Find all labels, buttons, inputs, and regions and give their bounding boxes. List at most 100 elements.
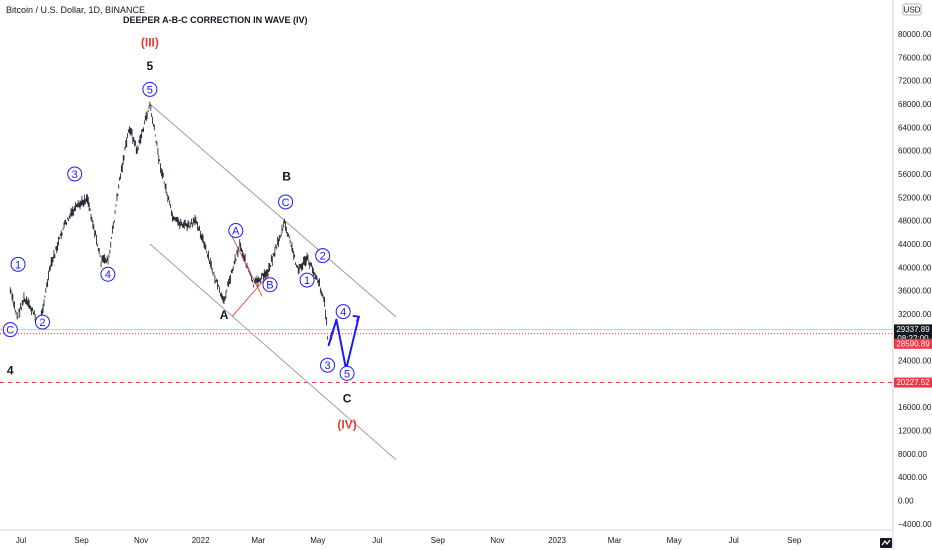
red-trendline: [231, 273, 270, 318]
wave-label: 4: [340, 307, 346, 319]
current-price-value: 29337.89: [896, 325, 930, 334]
level2-price-value: 20227.52: [896, 378, 930, 387]
countdown-timer: 08:22:00: [897, 334, 929, 343]
wave-label-circle: [2, 322, 18, 338]
projection-path: [327, 314, 361, 371]
price-tick-label: 8000.00: [898, 450, 927, 459]
price-tick-label: 64000.00: [898, 123, 932, 132]
time-tick-label: Jul: [16, 536, 26, 545]
wave-label-circle: [335, 304, 351, 320]
wave-degree-label: A: [220, 308, 229, 322]
channel-line: [149, 243, 397, 461]
wave-label: 4: [105, 269, 111, 281]
wave-label: 1: [15, 259, 21, 271]
wave-label: 2: [39, 317, 45, 329]
wave-degree-label: 5: [147, 59, 154, 73]
tradingview-logo-icon[interactable]: [880, 538, 892, 548]
wave-degree-label: C: [343, 391, 352, 405]
symbol-label[interactable]: Bitcoin / U.S. Dollar, 1D, BINANCE: [6, 5, 145, 15]
wave-label: 5: [344, 368, 350, 380]
price-tick-label: 40000.00: [898, 263, 932, 272]
wave-label: B: [266, 280, 273, 292]
level1-price-tag: 28590.89: [894, 338, 932, 349]
price-tick-label: 0.00: [898, 497, 914, 506]
wave-label-circle: [34, 314, 50, 330]
current-price-tag: 29337.89 08:22:00: [894, 324, 932, 344]
time-axis[interactable]: Jul Sep Nov 2022 Mar May Jul Sep Nov 2023 Mar May Ju…: [16, 536, 802, 545]
price-tick-label: 68000.00: [898, 100, 932, 109]
wave-label: 3: [325, 360, 331, 372]
wave-label-circle: [315, 248, 331, 264]
price-tick-label: 80000.00: [898, 30, 932, 39]
price-tick-label: 76000.00: [898, 53, 932, 62]
currency-badge-frame: [902, 3, 922, 16]
time-tick-label: Sep: [787, 536, 802, 545]
wave-label: 2: [320, 251, 326, 263]
wave-label: C: [6, 325, 14, 337]
red-trendlines: [229, 232, 270, 318]
wave-label: A: [232, 226, 240, 238]
time-tick-label: Nov: [490, 536, 504, 545]
wave-degree-label: 4: [7, 363, 14, 377]
wave-label-circle: [299, 272, 315, 288]
time-tick-label: Jul: [372, 536, 382, 545]
wave-label-circle: [228, 223, 244, 239]
price-tick-label: 72000.00: [898, 77, 932, 86]
currency-badge[interactable]: USD: [902, 3, 922, 16]
wave-label: 5: [147, 84, 153, 96]
wave-label-circle: [262, 277, 278, 293]
projection-arrowhead: [352, 314, 361, 323]
price-tick-label: 48000.00: [898, 217, 932, 226]
projection-line: [327, 316, 360, 371]
price-tick-label: 16000.00: [898, 403, 932, 412]
time-tick-label: Nov: [134, 536, 148, 545]
wave-label-circle: [142, 81, 158, 97]
channel-lines: [149, 103, 397, 461]
wave-label: 3: [72, 169, 78, 181]
channel-line: [149, 103, 397, 318]
price-bars: [9, 101, 332, 345]
level2-price-tag: 20227.52: [894, 377, 932, 388]
wave-label: 1: [304, 275, 310, 287]
time-tick-label: May: [667, 536, 682, 545]
price-tick-label: 44000.00: [898, 240, 932, 249]
wave-label-circle: [278, 194, 294, 210]
wave-label-circle: [100, 266, 116, 282]
level1-price-value: 28590.89: [896, 339, 930, 348]
time-tick-label: 2023: [548, 536, 566, 545]
time-tick-label: Jul: [729, 536, 739, 545]
chart-title: DEEPER A-B-C CORRECTION IN WAVE (IV): [123, 15, 308, 25]
price-levels: [0, 329, 893, 384]
wave-label-circle: [10, 256, 26, 272]
wave-degree-label: (IV): [337, 418, 356, 432]
time-tick-label: May: [310, 536, 325, 545]
wave-degree-label: B: [282, 169, 291, 183]
time-tick-label: Sep: [74, 536, 89, 545]
price-tick-label: 56000.00: [898, 170, 932, 179]
time-tick-label: 2022: [192, 536, 210, 545]
currency-badge-text: USD: [904, 6, 921, 15]
time-tick-label: Mar: [251, 536, 265, 545]
price-tick-label: 36000.00: [898, 287, 932, 296]
time-tick-label: Mar: [608, 536, 622, 545]
wave-degree-label: (III): [141, 36, 159, 50]
price-tick-label: 4000.00: [898, 473, 927, 482]
wave-label-circle: [320, 357, 336, 373]
time-tick-label: Sep: [431, 536, 446, 545]
wave-label: C: [282, 197, 290, 209]
price-tick-label: 24000.00: [898, 357, 932, 366]
price-tick-label: 60000.00: [898, 147, 932, 156]
level1-price-tag-bg: [894, 338, 932, 349]
price-series: [9, 101, 332, 345]
price-tick-label: 12000.00: [898, 427, 932, 436]
red-trendline: [229, 232, 263, 297]
price-tick-label: 52000.00: [898, 193, 932, 202]
price-tick-label: 32000.00: [898, 310, 932, 319]
current-price-tag-bg: [894, 324, 932, 344]
price-tick-label: −4000.00: [898, 520, 932, 529]
wave-label-circle: [67, 166, 83, 182]
